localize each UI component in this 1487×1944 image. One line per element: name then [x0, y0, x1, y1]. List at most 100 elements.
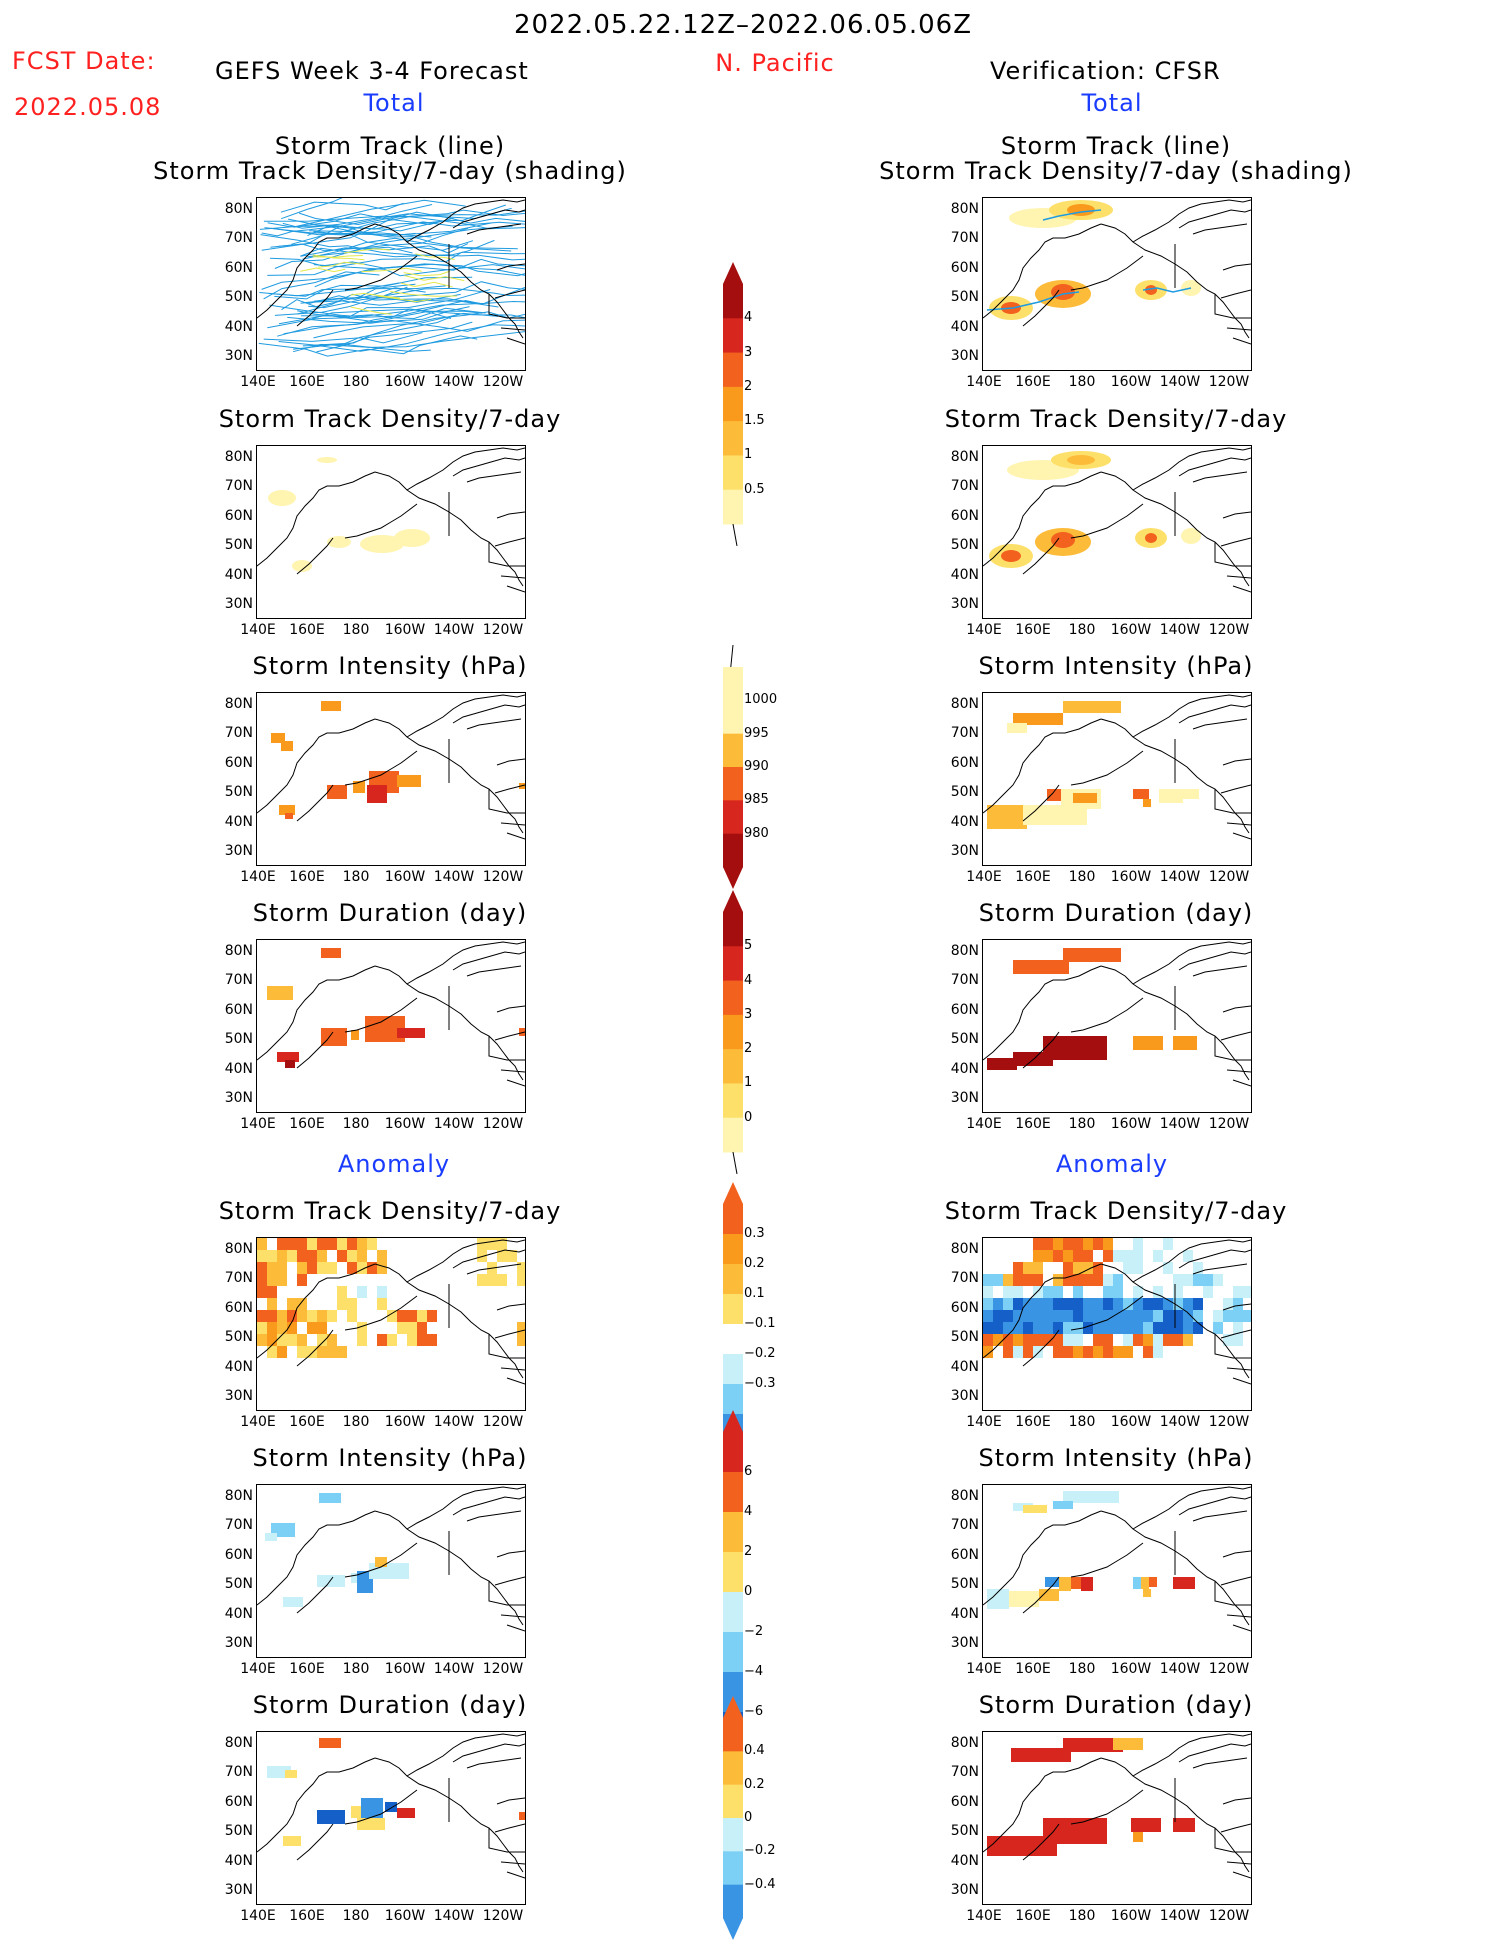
density-blob: [1181, 528, 1201, 544]
colorbar-label: 2: [744, 1041, 753, 1057]
lat-tick-label: 50N: [224, 1329, 253, 1346]
grid-cell: [1103, 1250, 1113, 1262]
lat-tick-label: 70N: [950, 230, 979, 247]
lon-tick-label: 180: [342, 1414, 370, 1430]
map-panel: [256, 1484, 526, 1658]
grid-cell: [1043, 1250, 1053, 1262]
lon-tick-label: 120W: [1208, 1908, 1250, 1924]
storm-track: [313, 312, 499, 339]
grid-cell: [317, 1310, 327, 1322]
grid-cell: [307, 1322, 317, 1334]
coastline: [257, 1239, 525, 1385]
grid-cell: [1053, 1286, 1063, 1298]
grid-cell: [1013, 1310, 1023, 1322]
lon-tick-label: 180: [342, 1908, 370, 1924]
storm-track: [278, 324, 525, 352]
lon-tick-label: 120W: [1208, 1414, 1250, 1430]
grid-cell: [1163, 1310, 1173, 1322]
lat-tick-label: 60N: [950, 507, 979, 524]
lat-tick-label: 60N: [224, 1546, 253, 1563]
grid-cell: [507, 1250, 517, 1262]
grid-cell: [477, 1250, 487, 1262]
grid-cell: [407, 1334, 417, 1346]
panel-title: Storm Track (line): [274, 132, 506, 160]
lon-tick-label: 140E: [240, 374, 276, 390]
lat-tick-label: 30N: [224, 348, 253, 364]
grid-cell: [1047, 789, 1061, 801]
grid-cell: [297, 1238, 307, 1250]
grid-cell: [1063, 1322, 1073, 1334]
grid-cell: [327, 1238, 337, 1250]
grid-cell: [1243, 1286, 1251, 1298]
panel-title: Storm Intensity (hPa): [252, 652, 528, 680]
grid-cell: [1153, 1334, 1163, 1346]
grid-cell: [1083, 1322, 1093, 1334]
grid-cell: [357, 1286, 367, 1298]
panel-title: Storm Intensity (hPa): [978, 1444, 1254, 1472]
lon-tick-label: 180: [342, 622, 370, 638]
lon-tick-label: 160W: [1110, 622, 1152, 638]
storm-track: [261, 263, 525, 290]
grid-cell: [277, 1052, 299, 1062]
grid-cell: [987, 1058, 1017, 1070]
grid-cell: [1023, 1346, 1033, 1358]
lon-tick-label: 160W: [1110, 1908, 1152, 1924]
grid-cell: [1143, 1334, 1153, 1346]
lat-tick-label: 30N: [950, 596, 979, 612]
grid-cell: [1193, 1298, 1203, 1310]
grid-cell: [1033, 1310, 1043, 1322]
grid-cell: [1053, 1250, 1063, 1262]
grid-cell: [297, 1346, 307, 1358]
grid-cell: [1063, 1346, 1073, 1358]
grid-cell: [1163, 1334, 1173, 1346]
grid-cell: [1093, 1346, 1103, 1358]
density-blob: [317, 457, 337, 463]
grid-cell: [1233, 1286, 1243, 1298]
colorbar-label: 1: [744, 1075, 753, 1091]
grid-cell: [1143, 1310, 1153, 1322]
storm-track: [282, 204, 433, 229]
map-panel: [256, 197, 526, 371]
grid-cell: [517, 1322, 525, 1334]
grid-cell: [367, 1238, 377, 1250]
lon-tick-label: 180: [1068, 622, 1096, 638]
lat-tick-label: 80N: [950, 1735, 979, 1751]
lat-tick-label: 30N: [950, 1388, 979, 1404]
lat-tick-label: 80N: [224, 449, 253, 465]
lon-tick-label: 160W: [384, 1661, 426, 1677]
grid-cell: [987, 1589, 1009, 1609]
lon-tick-label: 140E: [240, 1116, 276, 1132]
colorbar-swatch: [723, 1784, 743, 1819]
grid-cell: [257, 1238, 267, 1250]
lat-tick-label: 70N: [224, 1270, 253, 1287]
density-blob: [292, 560, 312, 572]
grid-cell: [1043, 1334, 1053, 1346]
grid-cell: [297, 1310, 307, 1322]
colorbar-label: 0.2: [744, 1256, 765, 1271]
grid-cell: [1009, 1591, 1039, 1607]
grid-cell: [983, 1286, 993, 1298]
lon-tick-label: 160E: [289, 1116, 325, 1132]
colorbar-swatch: [723, 1818, 743, 1852]
lon-tick-label: 140E: [966, 1414, 1002, 1430]
grid-cell: [385, 1802, 397, 1812]
density-blob: [268, 490, 296, 506]
lat-tick-label: 50N: [224, 1576, 253, 1593]
grid-cell: [267, 1346, 277, 1358]
lat-tick-label: 60N: [224, 1793, 253, 1810]
grid-cell: [1083, 1274, 1093, 1286]
lat-tick-label: 40N: [224, 1358, 253, 1375]
grid-cell: [1233, 1322, 1243, 1334]
grid-cell: [1053, 1322, 1063, 1334]
grid-cell: [283, 1597, 303, 1607]
density-contour: [389, 291, 458, 297]
grid-cell: [387, 1334, 397, 1346]
storm-track: [287, 316, 525, 332]
grid-cell: [377, 1334, 387, 1346]
storm-track: [308, 281, 525, 309]
grid-cell: [317, 1322, 327, 1334]
lat-tick-label: 70N: [950, 478, 979, 495]
grid-cell: [357, 1818, 385, 1830]
lat-tick-label: 50N: [224, 537, 253, 554]
storm-track: [269, 286, 525, 318]
